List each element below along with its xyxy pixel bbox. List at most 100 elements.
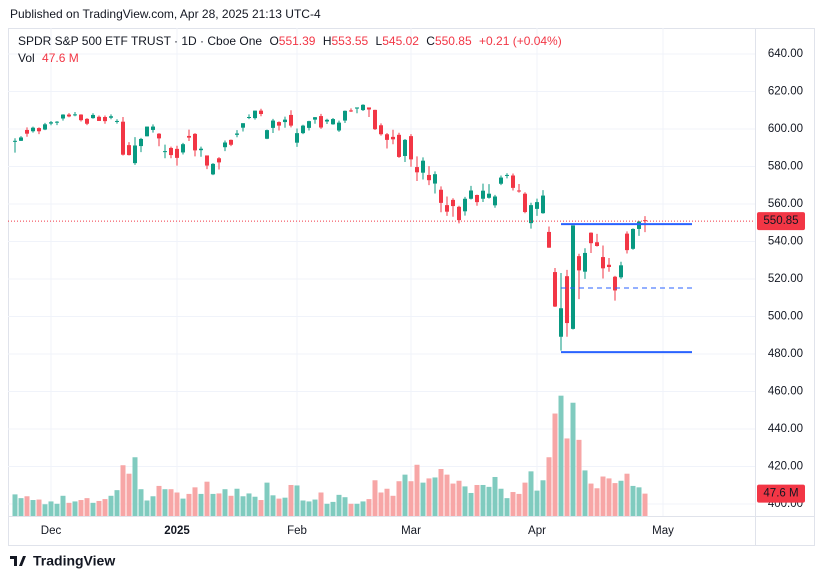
candle-body [295,133,299,143]
candle-body [259,110,263,115]
volume-bar [534,490,540,516]
candle-body [439,189,443,203]
volume-bar [486,486,492,516]
candle-body [445,205,449,212]
volume-bar [60,495,66,516]
candle-body [553,272,557,307]
volume-bar [186,493,192,516]
candle-body [49,122,53,124]
volume-bar [36,499,42,516]
volume-bar [612,483,618,516]
volume-bar [546,457,552,516]
candle-body [109,116,113,118]
legend-key: O [269,34,278,48]
candle-body [337,122,341,131]
volume-bar [468,492,474,516]
volume-bar [636,487,642,516]
volume-bar [198,493,204,516]
volume-bar [270,495,276,516]
volume-bar [24,496,30,516]
volume-bar [312,499,318,516]
legend-title: SPDR S&P 500 ETF TRUST · 1D · Cboe One [18,34,262,48]
volume-bar [594,488,600,516]
y-tick-label: 580.00 [768,161,803,173]
volume-bar [78,500,84,516]
y-tick-label: 640.00 [768,48,803,60]
candle-body [151,126,155,130]
volume-bar [372,480,378,516]
volume-bar [12,494,18,516]
y-tick-label: 600.00 [768,123,803,135]
candle-body [193,133,197,151]
volume-bar [66,502,72,516]
candle-body [571,225,575,329]
volume-bar [264,482,270,516]
legend-key: C [426,34,435,48]
y-tick-label: 460.00 [768,386,803,398]
candle-body [589,232,593,244]
candle-body [283,119,287,123]
candle-body [205,155,209,166]
candle-body [211,163,215,175]
volume-bar [132,457,138,516]
candle-body [523,193,527,213]
volume-bar [228,495,234,516]
candle-body [373,109,377,130]
legend-key: L [376,34,383,48]
marks [8,104,755,516]
candle-body [421,160,425,173]
volume-bar [582,470,588,516]
candle-body [409,136,413,160]
candle-body [469,190,473,199]
y-tick-label: 560.00 [768,198,803,210]
volume-legend: Vol 47.6 M [18,51,79,65]
volume-bar [456,480,462,516]
legend: SPDR S&P 500 ETF TRUST · 1D · Cboe One O… [18,34,562,48]
volume-bar [540,480,546,516]
price-badge-label: 550.85 [763,215,798,227]
volume-bar [336,494,342,516]
volume-bar [408,481,414,516]
candle-body [361,104,365,111]
candle-body [511,175,515,188]
volume-bar [306,501,312,516]
volume-bar [90,502,96,516]
candle-body [289,114,293,126]
volume-bar [348,503,354,516]
candle-body [247,117,251,119]
y-tick-label: 500.00 [768,311,803,323]
candle-body [31,127,35,132]
candle-body [127,145,131,156]
volume-bar [642,493,648,516]
candle-body [565,276,569,324]
volume-bar [522,482,528,516]
candle-body [325,119,329,122]
volume-bar [354,503,360,516]
candle-body [43,124,47,130]
volume-bar [450,483,456,516]
volume-bar [114,490,120,516]
candle-body [505,174,509,176]
candle-body [19,137,23,141]
volume-bar [390,495,396,516]
volume-bar [222,489,228,516]
x-tick-label: Dec [41,525,62,537]
candle-body [559,308,563,337]
logo: TradingView [10,553,115,569]
candle-body [301,125,305,134]
candle-body [223,142,227,148]
volume-bar [180,498,186,516]
volume-bar [210,493,216,516]
candle-body [37,128,41,132]
legend-change: +0.21 (+0.04%) [479,34,562,48]
candle-body [55,121,59,123]
volume-bar [30,500,36,516]
volume-bar [150,496,156,516]
y-tick-label: 480.00 [768,348,803,360]
legend-key: H [323,34,332,48]
x-tick-label: Mar [401,525,421,537]
volume-bar [174,492,180,516]
volume-bar [144,500,150,516]
y-tick-label: 620.00 [768,86,803,98]
volume-bar [138,489,144,516]
